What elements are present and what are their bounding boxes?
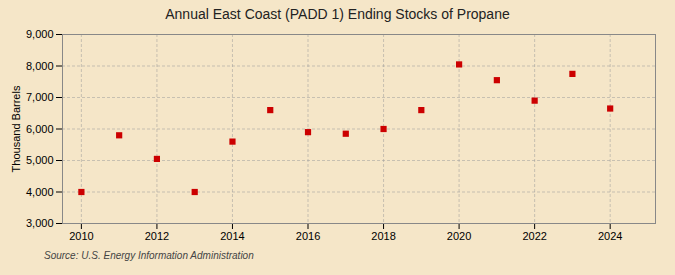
svg-text:3,000: 3,000	[26, 217, 54, 229]
svg-text:9,000: 9,000	[26, 28, 54, 40]
svg-text:8,000: 8,000	[26, 60, 54, 72]
svg-text:2016: 2016	[296, 230, 320, 242]
svg-text:5,000: 5,000	[26, 154, 54, 166]
svg-text:7,000: 7,000	[26, 91, 54, 103]
svg-text:2024: 2024	[598, 230, 622, 242]
svg-text:2010: 2010	[69, 230, 93, 242]
svg-text:2018: 2018	[371, 230, 395, 242]
svg-text:2014: 2014	[220, 230, 244, 242]
html-text:Annual East Coast (PADD 1) End: Annual East Coast (PADD 1) Ending Stocks…	[165, 6, 510, 22]
svg-text:4,000: 4,000	[26, 186, 54, 198]
svg-text:2020: 2020	[447, 230, 471, 242]
svg-text:2022: 2022	[522, 230, 546, 242]
svg-text:Thousand Barrels: Thousand Barrels	[10, 85, 22, 172]
svg-text:2012: 2012	[145, 230, 169, 242]
html-text:Source: U.S. Energy Informatio: Source: U.S. Energy Information Administ…	[44, 250, 254, 261]
svg-text:6,000: 6,000	[26, 123, 54, 135]
